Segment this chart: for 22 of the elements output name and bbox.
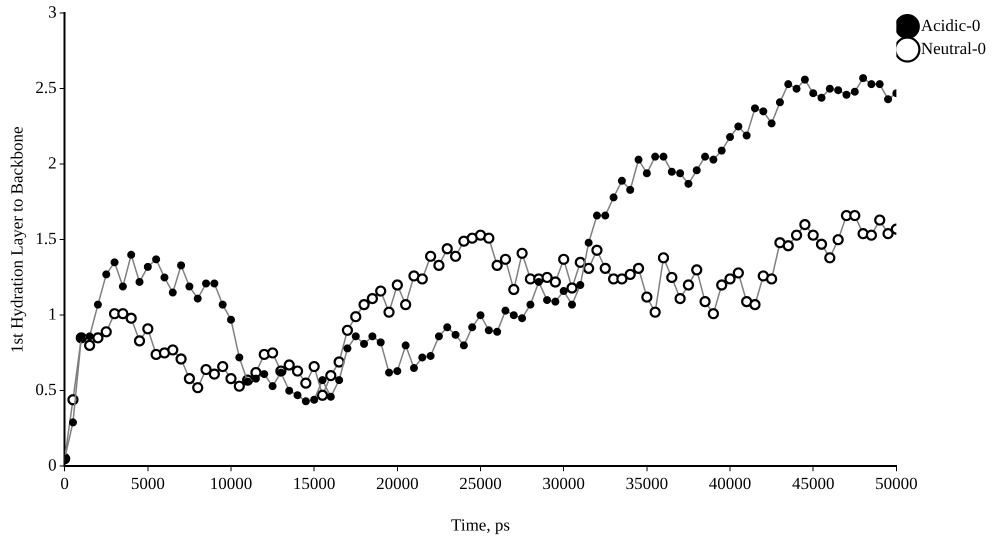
x-tick-label: 15000 (292, 474, 336, 493)
y-axis-title: 1st Hydration Layer to Backbone (8, 126, 27, 354)
legend-label: Acidic-0 (920, 16, 980, 35)
x-tick-label: 35000 (626, 474, 668, 493)
y-tick-label: 3 (48, 2, 57, 22)
y-tick-label: 0.5 (35, 380, 57, 400)
x-tick-label: 5000 (130, 474, 165, 493)
x-tick-label: 20000 (376, 474, 419, 493)
x-tick-label: 40000 (708, 474, 752, 493)
legend-label: Neutral-0 (920, 38, 986, 58)
y-tick-label: 2 (48, 154, 57, 173)
y-tick-label: 0 (48, 456, 57, 475)
x-tick-label: 30000 (542, 474, 585, 493)
y-tick-label: 2.5 (35, 78, 57, 98)
x-tick-label: 45000 (792, 474, 834, 493)
x-tick-label: 50000 (875, 474, 918, 493)
x-tick-label: 25000 (459, 474, 502, 493)
y-tick-label: 1 (48, 304, 57, 324)
x-axis-title: Time, ps (451, 515, 510, 534)
x-tick-label: 0 (60, 474, 69, 493)
y-tick-label: 1.5 (35, 229, 57, 248)
x-tick-label: 10000 (210, 474, 252, 493)
